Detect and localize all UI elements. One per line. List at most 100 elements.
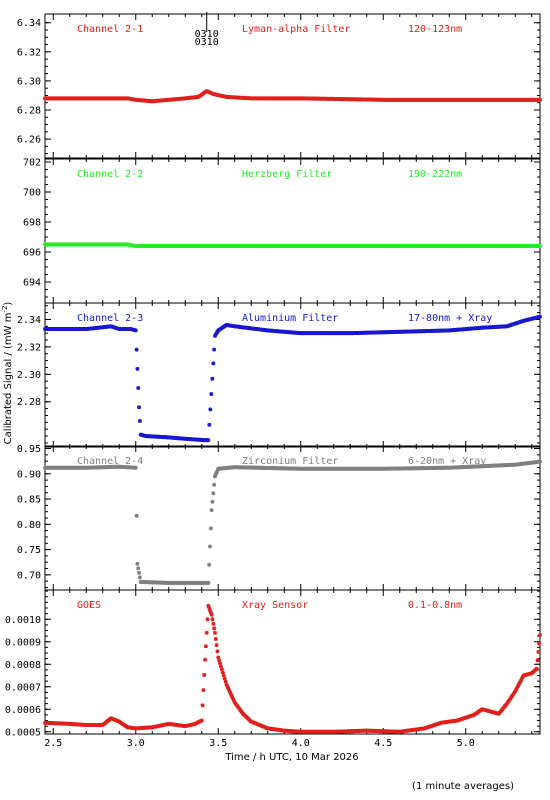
x-tick-label: 5.0 (457, 738, 475, 749)
data-point (208, 608, 212, 613)
x-tick-label: 2.5 (44, 738, 62, 749)
data-point (538, 314, 542, 319)
data-point (207, 606, 212, 610)
data-point (208, 544, 212, 549)
data-point (514, 687, 519, 692)
data-point (538, 97, 542, 102)
x-tick-label: 4.5 (374, 738, 392, 749)
data-point (134, 347, 139, 352)
data-point (133, 465, 138, 470)
data-point (212, 630, 217, 635)
event-label: 0310 (195, 29, 219, 40)
data-point (137, 575, 142, 580)
channel-label: Channel 2-2 (77, 169, 143, 180)
data-point (224, 682, 229, 687)
data-point (212, 482, 217, 487)
data-point (211, 621, 216, 626)
panel-2: 694 696 698 700 702 Channel 2-2 Herzberg Filte… (23, 158, 542, 304)
y-tick-label: 698 (23, 218, 41, 229)
data-point (214, 470, 219, 475)
data-point (513, 689, 518, 694)
y-axis-label-end: ) (3, 302, 14, 306)
y-tick-label: 6.32 (17, 47, 41, 58)
panel-1: 6.26 6.28 6.30 6.32 6.34 Channel 2-1 Lyman-alp… (17, 12, 542, 159)
band-label: 17-80nm + Xray (408, 313, 492, 324)
data-point (212, 626, 217, 631)
data-point (215, 649, 220, 654)
data-point (538, 244, 542, 248)
panel-4: 0.70 0.75 0.80 0.85 0.90 0.95 Channel 2-4 Zirco… (17, 444, 542, 591)
band-label: 6-20nm + Xray (408, 456, 486, 467)
data-point (231, 698, 236, 703)
y-tick-label: 702 (23, 158, 41, 169)
data-point (537, 641, 542, 646)
data-point (213, 472, 218, 477)
panel-5: 0.0005 0.0006 0.0007 0.0008 0.0009 0.0010 GOES… (5, 589, 542, 749)
y-tick-label: 0.70 (17, 570, 41, 581)
data-series (43, 314, 542, 443)
data-point (204, 630, 209, 635)
data-point (210, 376, 215, 381)
data-point (201, 688, 206, 693)
data-point (206, 603, 211, 608)
y-tick-label: 700 (23, 188, 41, 199)
band-label: 190-222nm (408, 169, 462, 180)
y-tick-label: 0.0009 (5, 637, 41, 648)
data-point (202, 672, 207, 677)
band-label: 0.1-0.8nm (408, 600, 462, 611)
filter-label: Aluminium Filter (242, 313, 338, 324)
data-point (210, 617, 215, 622)
data-point (206, 438, 211, 443)
x-tick-label: 4.0 (292, 738, 310, 749)
data-point (215, 468, 220, 473)
data-point (230, 696, 235, 701)
y-tick-label: 696 (23, 248, 41, 259)
data-point (208, 526, 213, 531)
y-axis-label-main: Calibrated Signal / (mW m (3, 313, 14, 445)
data-point (538, 459, 542, 464)
data-point (226, 686, 231, 691)
panel-frame (44, 13, 541, 159)
y-tick-label: 0.0010 (5, 615, 41, 626)
y-axis-label-sup: -2 (1, 306, 9, 313)
data-point (216, 655, 221, 660)
data-series (43, 242, 542, 248)
y-tick-label: 6.28 (17, 106, 41, 117)
data-point (137, 405, 142, 410)
y-tick-label: 0.0006 (5, 705, 41, 716)
channel-label: GOES (77, 600, 101, 611)
data-point (229, 692, 234, 697)
data-point (211, 361, 216, 366)
data-point (203, 657, 208, 662)
x-tick-label: 3.0 (127, 738, 145, 749)
data-point (211, 491, 216, 496)
panel-frame (44, 302, 541, 448)
data-point (134, 513, 139, 518)
data-point (133, 328, 138, 333)
filter-label: Xray Sensor (242, 600, 308, 611)
y-tick-label: 6.34 (17, 18, 41, 29)
data-series (43, 603, 542, 734)
data-point (220, 670, 225, 675)
data-point (223, 679, 228, 684)
filter-label: Zirconium Filter (242, 456, 338, 467)
y-tick-label: 0.75 (17, 545, 41, 556)
y-tick-label: 0.0007 (5, 682, 41, 693)
filter-label: Lyman-alpha Filter (242, 24, 350, 35)
data-point (225, 684, 230, 689)
data-point (208, 610, 213, 615)
data-series (43, 459, 542, 585)
y-tick-label: 2.32 (17, 342, 41, 353)
y-tick-label: 0.85 (17, 495, 41, 506)
data-point (520, 675, 525, 680)
panel-3: 2.28 2.30 2.32 2.34 Channel 2-3 Aluminium Fil… (17, 302, 542, 448)
data-point (516, 684, 520, 688)
data-point (515, 685, 520, 690)
panel-frame (44, 589, 541, 735)
y-tick-label: 2.30 (17, 370, 41, 381)
y-tick-label: 6.26 (17, 135, 41, 146)
y-tick-label: 2.34 (17, 315, 41, 326)
panel-frame (44, 158, 541, 304)
x-axis-label: Time / h UTC, 10 Mar 2026 (224, 752, 358, 763)
